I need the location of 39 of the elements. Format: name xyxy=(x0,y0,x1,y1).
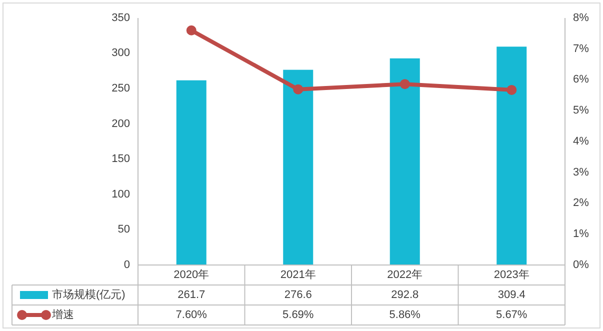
data-label: 276.6 xyxy=(284,288,312,301)
y2-tick-label: 6% xyxy=(573,74,590,86)
bar xyxy=(283,70,314,265)
y-tick-label: 0 xyxy=(124,258,130,271)
x-tick-label: 2020年 xyxy=(174,268,210,281)
y-tick-label: 50 xyxy=(118,224,130,236)
data-label: 5.86% xyxy=(389,308,421,321)
y2-tick-label: 1% xyxy=(573,228,590,240)
point xyxy=(506,84,517,95)
y2-tick-label: 8% xyxy=(573,12,590,24)
legend-label: 市场规模(亿元) xyxy=(52,288,126,301)
y2-tick-label: 5% xyxy=(573,104,590,117)
data-label: 5.69% xyxy=(282,308,314,321)
y2-tick-label: 3% xyxy=(573,166,590,178)
y-tick-label: 250 xyxy=(112,82,130,94)
y2-tick-label: 4% xyxy=(573,135,590,148)
data-label: 5.67% xyxy=(496,308,528,321)
x-tick-label: 2021年 xyxy=(280,268,316,281)
y-tick-label: 350 xyxy=(112,12,130,24)
y2-tick-label: 7% xyxy=(573,42,590,55)
x-tick-label: 2022年 xyxy=(387,268,423,281)
data-label: 309.4 xyxy=(498,288,526,301)
y-tick-label: 300 xyxy=(112,47,130,60)
point xyxy=(186,25,196,36)
x-tick-label: 2023年 xyxy=(494,268,530,281)
data-label: 292.8 xyxy=(391,288,419,301)
bar xyxy=(390,58,420,265)
y2-tick-label: 2% xyxy=(573,197,590,210)
data-label: 7.60% xyxy=(176,308,208,321)
bar xyxy=(496,46,527,265)
bar xyxy=(176,80,206,265)
y-tick-label: 100 xyxy=(112,188,130,200)
legend-label: 增速 xyxy=(51,308,74,321)
y2-tick-label: 0% xyxy=(573,258,590,271)
y-tick-label: 200 xyxy=(112,118,130,130)
data-label: 261.7 xyxy=(178,288,206,301)
point xyxy=(293,84,304,94)
y-tick-label: 150 xyxy=(112,153,130,166)
point xyxy=(400,79,410,90)
